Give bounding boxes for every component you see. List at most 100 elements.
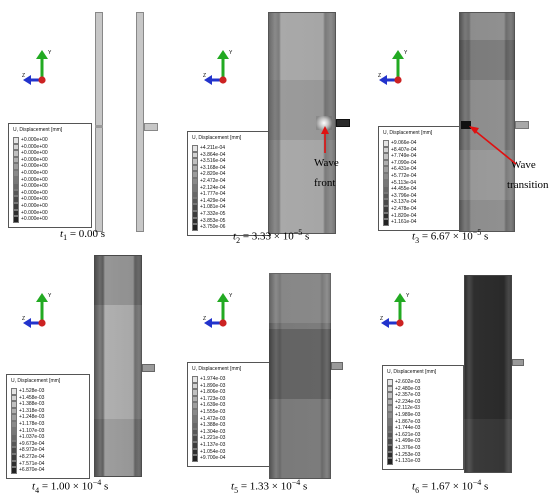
legend-swatch [387, 438, 393, 445]
legend-swatch [13, 137, 19, 144]
legend-value: +8.972e-04 [19, 447, 45, 454]
legend-swatch [192, 171, 198, 178]
legend-swatch [387, 379, 393, 386]
specimen-bar [269, 273, 331, 479]
legend-swatch [192, 217, 198, 225]
legend-swatch [11, 427, 17, 435]
legend-swatch [383, 192, 389, 200]
legend-swatch [383, 186, 389, 193]
legend-value: +1.806e-03 [200, 389, 226, 396]
legend-value: +1.458e-03 [19, 394, 45, 401]
legend-value: +1.621e-03 [395, 431, 421, 438]
legend-value: +6.870e-04 [19, 467, 45, 474]
time-caption: t4 = 1.00 × 10−4 s [32, 478, 109, 495]
axis-triad: Y Z [380, 291, 416, 331]
svg-text:Z: Z [22, 316, 25, 322]
legend-swatch [192, 210, 198, 218]
legend-swatch [13, 169, 19, 177]
legend-swatch [192, 389, 198, 396]
legend-swatch [192, 382, 198, 390]
axis-z-label: Z [22, 73, 25, 79]
specimen-band-bottom [94, 419, 142, 477]
panel-t3: Y Z U, Displacement [mm] +9.066e-04 +8.40… [366, 0, 549, 248]
panel-t4: Y Z U, Displacement [mm] +1.528e-03 +1.45… [0, 249, 183, 497]
legend-value: +0.000e+00 [21, 216, 48, 223]
legend-swatch [192, 441, 198, 449]
legend-value: +1.107e-03 [19, 427, 45, 434]
legend-value: +3.796e-04 [391, 192, 417, 199]
specimen-band-top [94, 255, 142, 305]
legend-value: +1.472e-03 [200, 415, 226, 422]
displacement-legend: U, Displacement [mm] +0.000e+00 +0.000e+0… [8, 123, 92, 228]
legend-title: U, Displacement [mm] [13, 127, 63, 133]
specimen-band-top [269, 273, 331, 323]
legend-swatch [383, 179, 389, 187]
legend-swatch [11, 420, 17, 428]
legend-swatch [192, 204, 198, 211]
legend-swatch [13, 183, 19, 190]
loading-block [515, 121, 529, 129]
rod-left-mark [95, 125, 103, 128]
axis-triad: Y Z [378, 48, 414, 88]
rod-right [136, 12, 144, 232]
legend-value: +5.113e-04 [391, 179, 417, 186]
legend-swatch [192, 224, 198, 231]
legend-value: +2.820e-04 [200, 171, 226, 178]
svg-text:Z: Z [203, 73, 206, 79]
legend-value: +1.054e-03 [200, 448, 226, 455]
legend-swatch [192, 448, 198, 456]
legend-swatch [387, 418, 393, 426]
legend-value: +1.161e-04 [391, 219, 417, 226]
legend-swatch [387, 398, 393, 406]
wave-front-spot [316, 116, 332, 130]
legend-swatch [383, 166, 389, 173]
legend-swatch [13, 209, 19, 217]
legend-swatch [13, 163, 19, 170]
svg-text:Z: Z [203, 316, 206, 322]
displacement-legend: U, Displacement [mm] +1.528e-03 +1.458e-0… [6, 374, 90, 479]
legend-value: +7.332e-05 [200, 210, 226, 217]
legend-swatch [13, 202, 19, 210]
loading-block [512, 359, 524, 366]
legend-value: +1.974e-03 [200, 376, 226, 382]
legend-swatch [13, 216, 19, 223]
legend-swatch [11, 414, 17, 421]
legend-value: +2.478e-04 [391, 205, 417, 212]
legend-value: +1.318e-03 [19, 407, 45, 414]
legend-swatch [11, 440, 17, 448]
legend-value: +8.272e-04 [19, 453, 45, 460]
specimen-band-bottom [464, 419, 512, 473]
legend-value: +1.723e-03 [200, 395, 226, 402]
legend-value: +3.853e-05 [200, 217, 226, 224]
panel-t6: Y Z U, Displacement [mm] +2.602e-03 +2.48… [366, 249, 549, 497]
legend-value: +0.000e+00 [21, 156, 48, 163]
legend-value: +2.124e-04 [200, 184, 226, 191]
legend-swatch [11, 394, 17, 402]
time-caption: t3 = 6.67 × 10−5 s [412, 228, 489, 245]
legend-value: +5.772e-04 [391, 172, 417, 179]
legend-swatch [192, 191, 198, 198]
time-caption: t1 = 0.00 s [60, 228, 106, 243]
legend-value: +2.357e-03 [395, 392, 421, 399]
specimen-band [268, 80, 336, 140]
legend-value: +1.178e-03 [19, 420, 45, 427]
legend-swatch [387, 458, 393, 465]
axis-y-label: Y [48, 50, 52, 56]
legend-value: +1.528e-03 [19, 388, 45, 394]
legend-swatch [13, 150, 19, 157]
legend-swatch [383, 146, 389, 154]
legend-swatch [192, 177, 198, 185]
legend-value: +1.820e-04 [391, 212, 417, 219]
svg-text:Z: Z [378, 73, 381, 79]
displacement-legend: U, Displacement [mm] +2.602e-03 +2.480e-0… [382, 365, 464, 470]
legend-swatch [383, 153, 389, 160]
legend-value: +0.000e+00 [21, 143, 48, 150]
legend-value: +8.407e-04 [391, 146, 417, 153]
annotation-wave-transition: Wave transition [507, 159, 549, 191]
legend-value: +0.000e+00 [21, 176, 48, 183]
svg-text:Y: Y [229, 50, 233, 56]
legend-swatch [13, 143, 19, 151]
legend-value: +1.777e-04 [200, 191, 226, 198]
legend-value: +0.000e+00 [21, 209, 48, 216]
legend-value: +2.112e-03 [395, 405, 421, 412]
